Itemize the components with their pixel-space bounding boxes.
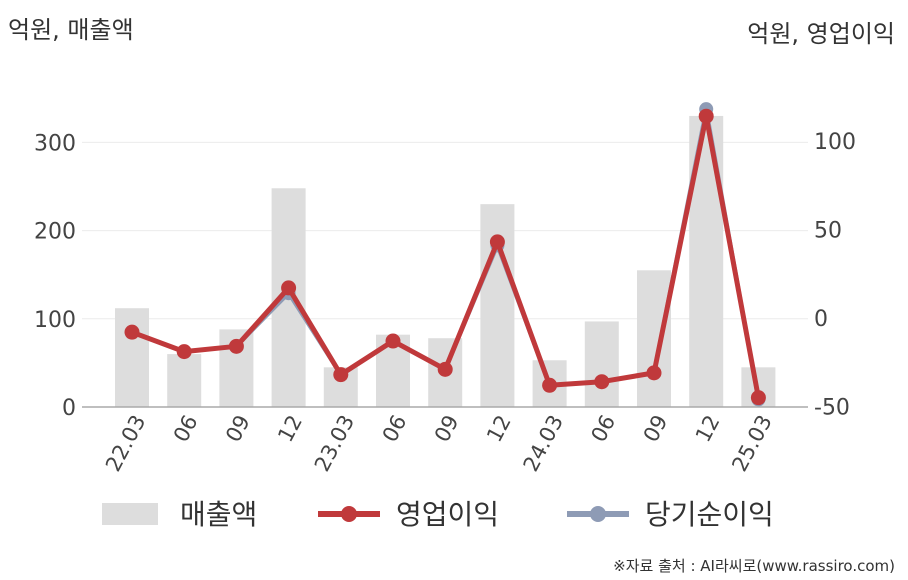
bar-22.03 — [115, 308, 149, 407]
gridlines — [82, 141, 808, 320]
x-tick-label: 12 — [691, 411, 725, 446]
legend-label: 영업이익 — [396, 498, 499, 531]
right-axis-ticks: -50 0 50 100 — [814, 130, 856, 421]
x-tick-label: 23.03 — [310, 411, 359, 475]
point-영업이익-23.03 — [333, 367, 349, 383]
point-영업이익-25.03 — [750, 390, 766, 406]
series-lines — [124, 102, 766, 407]
x-tick-label: 09 — [221, 411, 255, 446]
x-tick-label: 09 — [430, 411, 464, 446]
x-tick-label: 24.03 — [519, 411, 568, 475]
left-axis-unit: 억원, 매출액 — [8, 16, 134, 44]
point-영업이익-09 — [228, 338, 244, 354]
x-tick-label: 09 — [639, 411, 673, 446]
bar-06 — [167, 354, 202, 407]
point-영업이익-09 — [437, 361, 453, 377]
point-영업이익-12 — [489, 234, 505, 250]
right-tick-label: 0 — [814, 307, 828, 332]
x-tick-label: 06 — [378, 411, 412, 446]
right-axis-unit: 억원, 영업이익 — [747, 20, 895, 48]
right-tick-label: 100 — [814, 130, 856, 155]
point-영업이익-22.03 — [124, 324, 140, 340]
x-tick-label: 22.03 — [101, 411, 150, 475]
bar-09 — [637, 270, 671, 407]
legend-label: 매출액 — [180, 498, 257, 531]
x-tick-label: 12 — [482, 411, 516, 446]
point-영업이익-24.03 — [542, 377, 558, 393]
right-tick-label: 50 — [814, 219, 842, 244]
x-tick-label: 06 — [169, 411, 203, 446]
legend-swatch-marker — [590, 506, 606, 522]
right-tick-label: -50 — [814, 396, 850, 421]
left-tick-label: 0 — [62, 396, 76, 421]
legend: 매출액 영업이익 당기순이익 — [102, 498, 774, 531]
left-tick-label: 200 — [34, 220, 76, 245]
legend-swatch-bar — [102, 503, 158, 525]
point-영업이익-12 — [281, 280, 297, 296]
x-tick-label: 12 — [273, 411, 307, 446]
left-tick-label: 100 — [34, 308, 76, 333]
point-영업이익-09 — [646, 365, 662, 381]
point-영업이익-06 — [385, 333, 401, 349]
bar-06 — [584, 321, 619, 407]
legend-swatch-marker — [341, 506, 357, 522]
legend-label: 당기순이익 — [645, 498, 774, 531]
point-영업이익-06 — [594, 374, 610, 390]
point-영업이익-12 — [698, 108, 714, 124]
x-tick-label: 25.03 — [727, 411, 776, 475]
x-axis-ticks: 22.03 06 09 12 23.03 06 09 12 24.03 06 09 12 25.03 — [101, 411, 777, 475]
left-tick-label: 300 — [34, 131, 76, 156]
left-axis-ticks: 0 100 200 300 — [34, 131, 76, 421]
x-tick-label: 06 — [586, 411, 620, 446]
point-영업이익-06 — [176, 344, 192, 360]
source-note: ※자료 출처 : AI라씨로(www.rassiro.com) — [613, 557, 895, 575]
